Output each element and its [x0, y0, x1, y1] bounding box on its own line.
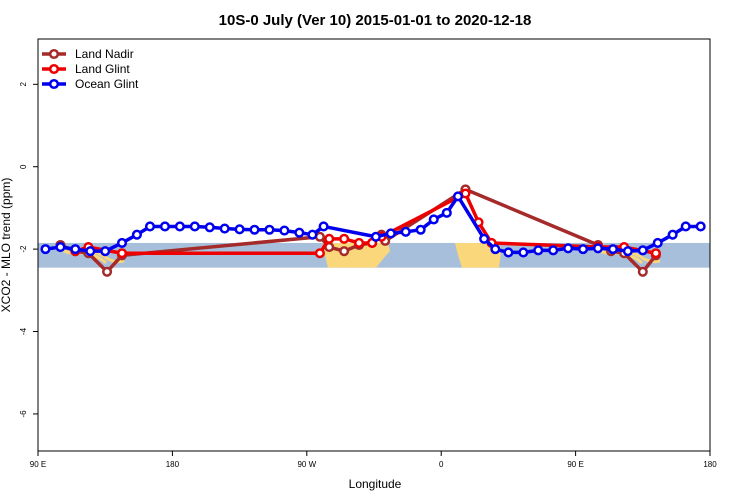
data-point-ocean-glint: [307, 229, 318, 240]
data-point-ocean-glint: [174, 221, 185, 232]
data-point-ocean-glint: [318, 221, 329, 232]
y-tick-label: -2: [19, 245, 28, 253]
data-point-ocean-glint: [592, 243, 604, 254]
data-point-ocean-glint: [294, 227, 305, 238]
x-tick-label: 90 E: [30, 460, 46, 469]
data-point-ocean-glint: [264, 224, 275, 235]
data-point-ocean-glint: [189, 221, 200, 232]
data-point-ocean-glint: [415, 224, 426, 235]
legend-marker-land-nadir: [48, 48, 60, 60]
legend-label-ocean-glint: Ocean Glint: [75, 77, 139, 91]
data-point-ocean-glint: [563, 243, 574, 254]
y-tick-label: -4: [19, 327, 28, 335]
data-point-ocean-glint: [70, 244, 81, 255]
series-layer: [40, 184, 706, 277]
data-point-land-glint: [116, 248, 128, 259]
data-point-ocean-glint: [219, 223, 230, 234]
x-tick-label: 180: [166, 460, 180, 469]
data-point-ocean-glint: [652, 237, 663, 248]
axes: 90 E 180 90 W 0 90 E 180 -6 -4 -2 0 2: [19, 82, 717, 469]
data-point-ocean-glint: [40, 244, 51, 255]
x-tick-label: 180: [703, 460, 717, 469]
data-point-ocean-glint: [385, 228, 396, 239]
data-point-ocean-glint: [279, 225, 290, 236]
data-point-ocean-glint: [234, 224, 245, 235]
data-point-land-nadir: [339, 246, 350, 257]
data-point-ocean-glint: [607, 244, 618, 255]
data-point-land-glint: [314, 248, 325, 259]
data-point-ocean-glint: [428, 214, 439, 225]
x-tick-label: 0: [439, 460, 444, 469]
data-point-ocean-glint: [249, 224, 260, 235]
data-point-ocean-glint: [479, 233, 490, 244]
legend-marker-ocean-glint: [48, 78, 60, 90]
y-axis-label: XCO2 - MLO trend (ppm): [0, 178, 13, 313]
data-point-ocean-glint: [116, 237, 128, 248]
x-axis-label: Longitude: [349, 477, 402, 491]
data-point-ocean-glint: [667, 229, 678, 240]
x-tick-label: 90 W: [297, 460, 316, 469]
data-point-ocean-glint: [452, 191, 464, 202]
data-point-ocean-glint: [503, 247, 514, 258]
data-point-ocean-glint: [680, 221, 691, 232]
data-point-ocean-glint: [85, 246, 96, 257]
landmass-africa: [455, 242, 501, 268]
data-point-land-glint: [354, 237, 365, 248]
legend-label-land-nadir: Land Nadir: [75, 47, 134, 61]
legend-marker-land-glint: [48, 63, 60, 75]
data-point-ocean-glint: [518, 247, 529, 258]
data-point-ocean-glint: [144, 221, 156, 232]
data-point-ocean-glint: [100, 246, 111, 257]
data-point-land-glint: [339, 233, 350, 244]
y-tick-label: 2: [19, 82, 28, 87]
legend-label-land-glint: Land Glint: [75, 62, 130, 76]
data-point-ocean-glint: [400, 226, 411, 237]
data-point-ocean-glint: [548, 245, 559, 256]
y-tick-label: -6: [19, 410, 28, 418]
y-tick-label: 0: [19, 164, 28, 169]
data-point-land-nadir: [637, 266, 648, 277]
data-point-land-glint: [650, 248, 661, 259]
data-point-ocean-glint: [490, 244, 501, 255]
series-ocean-glint: [40, 191, 706, 258]
data-point-ocean-glint: [204, 222, 215, 233]
data-point-land-nadir: [102, 266, 113, 277]
data-point-ocean-glint: [533, 245, 544, 256]
data-point-ocean-glint: [578, 244, 589, 255]
data-point-ocean-glint: [622, 246, 633, 257]
data-point-ocean-glint: [370, 231, 381, 242]
data-point-ocean-glint: [441, 207, 452, 218]
data-point-ocean-glint: [637, 245, 648, 256]
data-point-ocean-glint: [159, 221, 170, 232]
data-point-ocean-glint: [131, 229, 142, 240]
data-point-land-glint: [324, 233, 335, 244]
x-tick-label: 90 E: [567, 460, 583, 469]
data-point-ocean-glint: [695, 221, 706, 232]
chart-title: 10S-0 July (Ver 10) 2015-01-01 to 2020-1…: [219, 12, 532, 29]
plot-frame: [37, 38, 711, 452]
data-point-ocean-glint: [55, 242, 66, 253]
